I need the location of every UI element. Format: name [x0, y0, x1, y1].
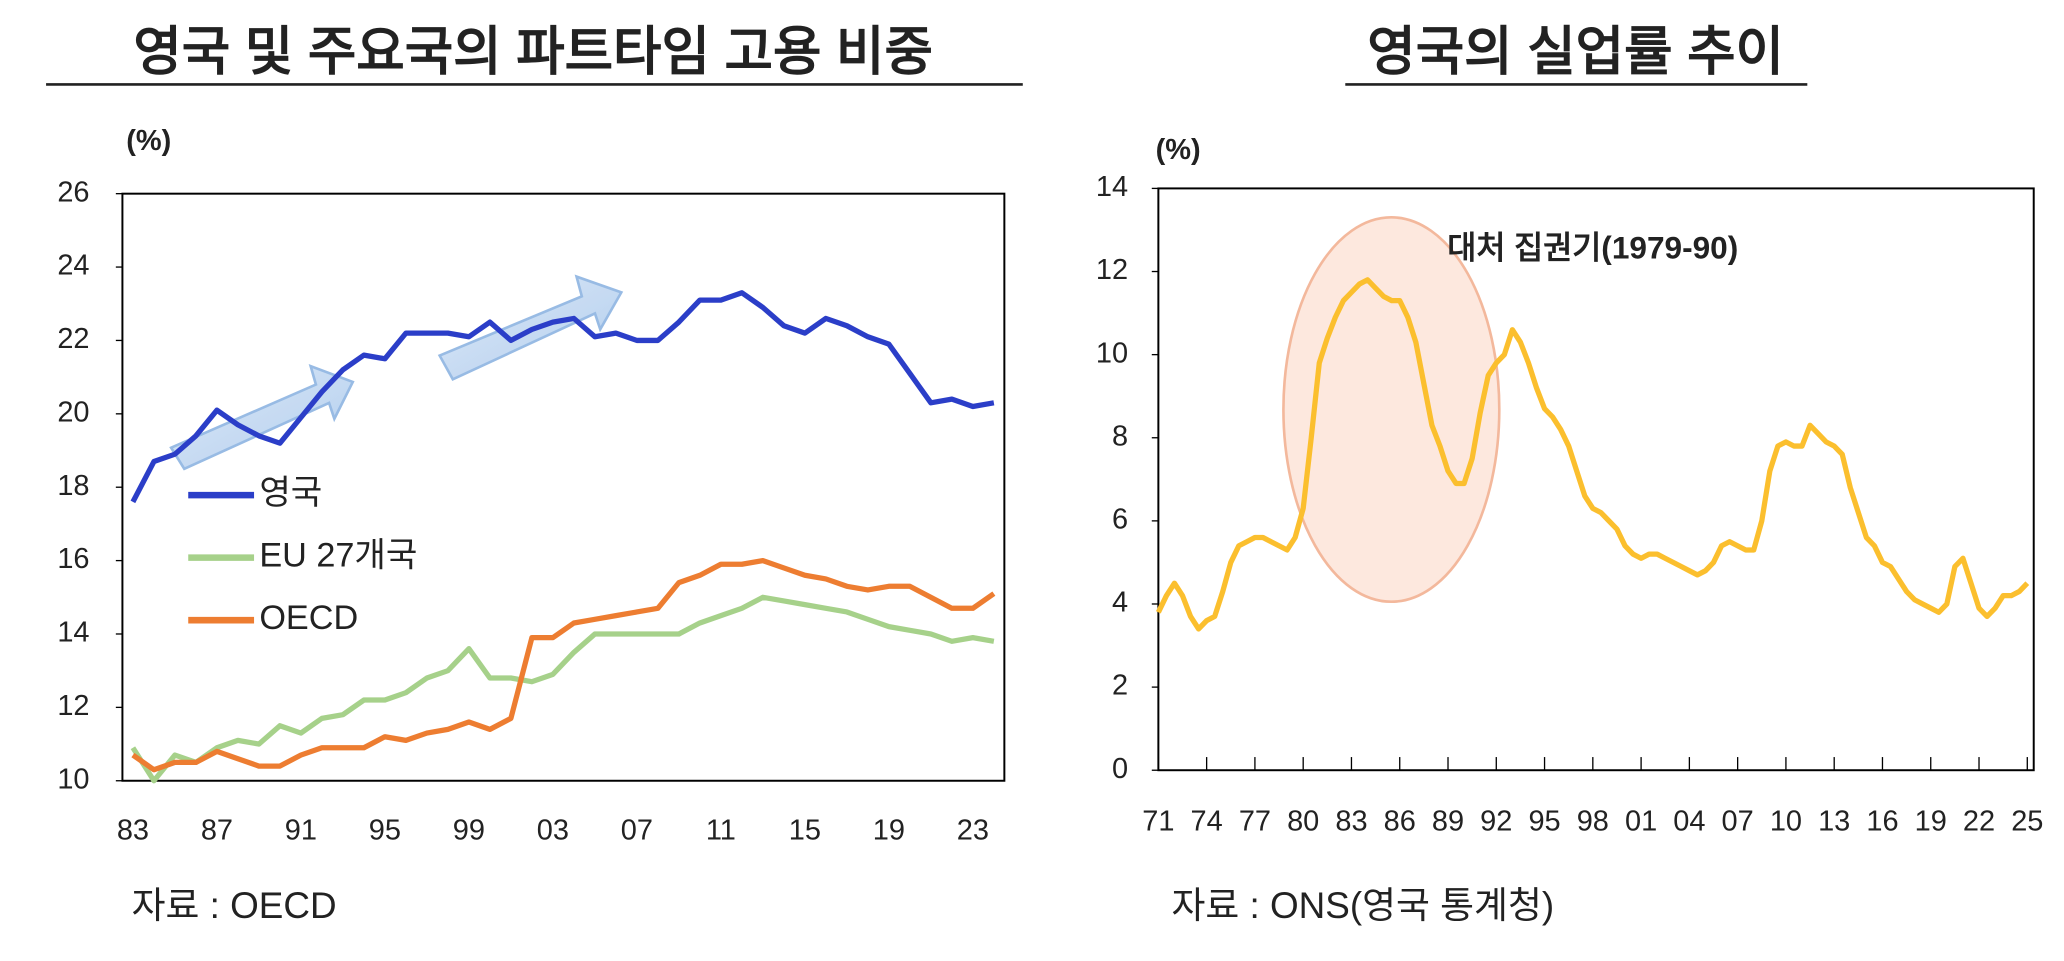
- x-tick-label: 07: [1722, 806, 1754, 838]
- y-tick-label: 10: [1096, 337, 1128, 369]
- y-tick-label: 14: [1096, 171, 1128, 203]
- y-tick-label: 26: [57, 176, 89, 208]
- trend-arrow: [169, 363, 355, 471]
- x-tick-label: 83: [1335, 806, 1367, 838]
- x-tick-label: 19: [873, 815, 905, 847]
- x-tick-label: 07: [621, 815, 653, 847]
- x-tick-label: 80: [1287, 806, 1319, 838]
- series-line: [130, 594, 995, 784]
- y-tick-label: 2: [1112, 670, 1128, 702]
- x-tick-label: 25: [2011, 806, 2043, 838]
- x-tick-label: 98: [1577, 806, 1609, 838]
- source: 자료 : OECD: [132, 885, 337, 926]
- annotation: 대처 집권기(1979-90): [1447, 230, 1738, 266]
- x-tick-label: 16: [1866, 806, 1898, 838]
- x-tick-label: 15: [789, 815, 821, 847]
- x-tick-label: 11: [706, 815, 736, 847]
- x-tick-label: 01: [1625, 806, 1657, 838]
- x-tick-label: 92: [1480, 806, 1512, 838]
- x-tick-label: 89: [1432, 806, 1464, 838]
- y-tick-label: 0: [1112, 753, 1128, 785]
- x-tick-label: 83: [117, 815, 149, 847]
- x-tick-label: 87: [201, 815, 233, 847]
- y-tick-label: 22: [57, 323, 89, 355]
- y-tick-label: 14: [57, 617, 89, 649]
- plot-frame: [121, 192, 1006, 782]
- y-tick-label: 4: [1112, 587, 1128, 619]
- x-tick-label: 23: [957, 815, 989, 847]
- x-tick-label: 10: [1770, 806, 1802, 838]
- x-tick-label: 74: [1191, 806, 1223, 838]
- x-tick-label: 22: [1963, 806, 1995, 838]
- y-unit: (%): [126, 125, 171, 157]
- y-tick-label: 8: [1112, 420, 1128, 452]
- y-tick-label: 24: [57, 250, 89, 282]
- x-tick-label: 03: [537, 815, 569, 847]
- chart-title: 영국의 실업률 추이: [1367, 22, 1784, 81]
- x-tick-label: 04: [1673, 806, 1705, 838]
- legend-label: EU 27개국: [259, 537, 417, 575]
- y-tick-label: 10: [57, 763, 89, 795]
- source: 자료 : ONS(영국 통계청): [1172, 885, 1555, 926]
- legend-label: 영국: [259, 474, 322, 512]
- x-tick-label: 95: [1528, 806, 1560, 838]
- x-tick-label: 86: [1384, 806, 1416, 838]
- y-unit: (%): [1156, 134, 1201, 166]
- x-tick-label: 19: [1915, 806, 1947, 838]
- series-line: [1155, 277, 2030, 632]
- y-tick-label: 20: [57, 396, 89, 428]
- y-tick-label: 16: [57, 543, 89, 575]
- y-tick-label: 12: [1096, 254, 1128, 286]
- plot-frame: [1157, 187, 2035, 772]
- y-tick-label: 6: [1112, 504, 1128, 536]
- y-tick-label: 12: [57, 690, 89, 722]
- x-tick-label: 99: [453, 815, 485, 847]
- chart-title: 영국 및 주요국의 파트타임 고용 비중: [133, 22, 933, 81]
- x-tick-label: 95: [369, 815, 401, 847]
- y-tick-label: 18: [57, 470, 89, 502]
- x-tick-label: 71: [1142, 806, 1174, 838]
- series-line: [130, 290, 995, 504]
- x-tick-label: 13: [1818, 806, 1850, 838]
- x-tick-label: 91: [285, 815, 317, 847]
- series-line: [131, 557, 996, 773]
- x-tick-label: 77: [1239, 806, 1271, 838]
- legend-label: OECD: [259, 599, 358, 637]
